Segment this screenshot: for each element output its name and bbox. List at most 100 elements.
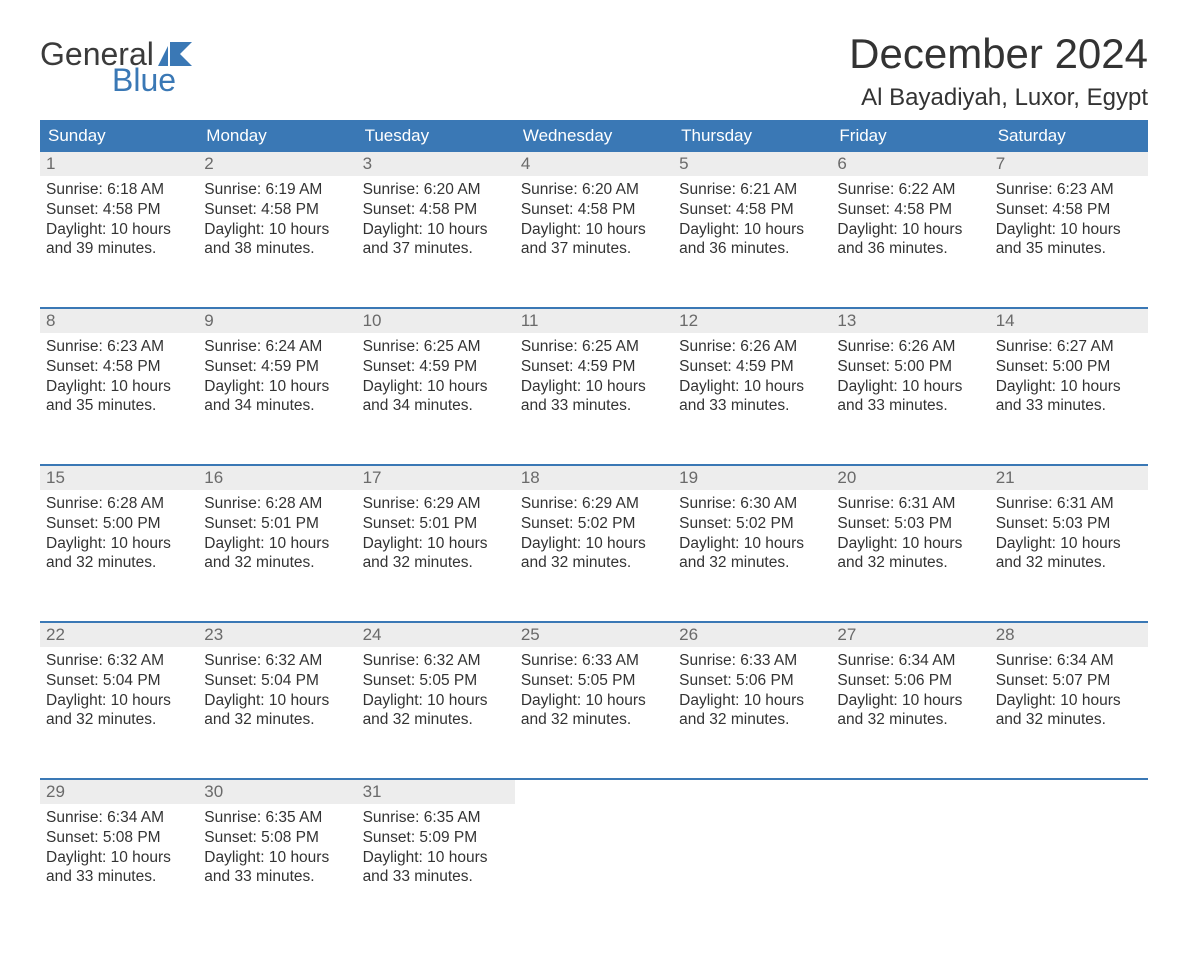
day-body-row: Sunrise: 6:18 AMSunset: 4:58 PMDaylight:… [40, 176, 1148, 308]
brand-logo: General Blue [40, 38, 192, 96]
sunset-line: Sunset: 4:58 PM [679, 200, 825, 220]
daylight-line: Daylight: 10 hours and 36 minutes. [679, 220, 825, 260]
sunrise-line: Sunrise: 6:25 AM [521, 337, 667, 357]
day-cell: Sunrise: 6:27 AMSunset: 5:00 PMDaylight:… [990, 333, 1148, 465]
day-body-row: Sunrise: 6:28 AMSunset: 5:00 PMDaylight:… [40, 490, 1148, 622]
day-details: Sunrise: 6:35 AMSunset: 5:09 PMDaylight:… [357, 804, 515, 903]
weekday-header: Monday [198, 120, 356, 152]
sunset-line: Sunset: 5:05 PM [521, 671, 667, 691]
daylight-line: Daylight: 10 hours and 32 minutes. [837, 534, 983, 574]
daylight-line: Daylight: 10 hours and 32 minutes. [46, 534, 192, 574]
daylight-line: Daylight: 10 hours and 34 minutes. [204, 377, 350, 417]
day-cell: Sunrise: 6:28 AMSunset: 5:00 PMDaylight:… [40, 490, 198, 622]
sunrise-line: Sunrise: 6:34 AM [46, 808, 192, 828]
sunrise-line: Sunrise: 6:18 AM [46, 180, 192, 200]
day-details: Sunrise: 6:27 AMSunset: 5:00 PMDaylight:… [990, 333, 1148, 432]
page-title: December 2024 [849, 30, 1148, 78]
day-number: 1 [40, 152, 198, 176]
empty-cell [990, 779, 1148, 804]
sunrise-line: Sunrise: 6:33 AM [521, 651, 667, 671]
day-details: Sunrise: 6:20 AMSunset: 4:58 PMDaylight:… [515, 176, 673, 275]
day-number: 25 [515, 622, 673, 647]
sunset-line: Sunset: 5:00 PM [837, 357, 983, 377]
day-details: Sunrise: 6:25 AMSunset: 4:59 PMDaylight:… [515, 333, 673, 432]
daylight-line: Daylight: 10 hours and 35 minutes. [996, 220, 1142, 260]
day-details: Sunrise: 6:28 AMSunset: 5:01 PMDaylight:… [198, 490, 356, 589]
daylight-line: Daylight: 10 hours and 33 minutes. [996, 377, 1142, 417]
sunrise-line: Sunrise: 6:32 AM [363, 651, 509, 671]
sunset-line: Sunset: 4:58 PM [837, 200, 983, 220]
day-body-row: Sunrise: 6:23 AMSunset: 4:58 PMDaylight:… [40, 333, 1148, 465]
sunrise-line: Sunrise: 6:27 AM [996, 337, 1142, 357]
sunset-line: Sunset: 4:58 PM [521, 200, 667, 220]
sunrise-line: Sunrise: 6:24 AM [204, 337, 350, 357]
day-cell: Sunrise: 6:32 AMSunset: 5:04 PMDaylight:… [40, 647, 198, 779]
day-number-row: 293031 [40, 779, 1148, 804]
sunset-line: Sunset: 4:58 PM [204, 200, 350, 220]
sunrise-line: Sunrise: 6:32 AM [204, 651, 350, 671]
calendar-table: Sunday Monday Tuesday Wednesday Thursday… [40, 120, 1148, 936]
sunset-line: Sunset: 5:03 PM [996, 514, 1142, 534]
sunset-line: Sunset: 5:02 PM [679, 514, 825, 534]
day-cell: Sunrise: 6:20 AMSunset: 4:58 PMDaylight:… [357, 176, 515, 308]
daylight-line: Daylight: 10 hours and 37 minutes. [363, 220, 509, 260]
day-cell: Sunrise: 6:26 AMSunset: 4:59 PMDaylight:… [673, 333, 831, 465]
day-details: Sunrise: 6:34 AMSunset: 5:07 PMDaylight:… [990, 647, 1148, 746]
daylight-line: Daylight: 10 hours and 38 minutes. [204, 220, 350, 260]
day-number: 3 [357, 152, 515, 176]
day-number-row: 1234567 [40, 152, 1148, 176]
sunrise-line: Sunrise: 6:31 AM [837, 494, 983, 514]
empty-cell [673, 779, 831, 804]
day-cell: Sunrise: 6:29 AMSunset: 5:02 PMDaylight:… [515, 490, 673, 622]
day-cell: Sunrise: 6:33 AMSunset: 5:06 PMDaylight:… [673, 647, 831, 779]
sunrise-line: Sunrise: 6:25 AM [363, 337, 509, 357]
day-details: Sunrise: 6:26 AMSunset: 5:00 PMDaylight:… [831, 333, 989, 432]
day-number: 11 [515, 308, 673, 333]
sunrise-line: Sunrise: 6:32 AM [46, 651, 192, 671]
day-details: Sunrise: 6:35 AMSunset: 5:08 PMDaylight:… [198, 804, 356, 903]
sunrise-line: Sunrise: 6:23 AM [46, 337, 192, 357]
sunrise-line: Sunrise: 6:19 AM [204, 180, 350, 200]
day-number: 28 [990, 622, 1148, 647]
day-details: Sunrise: 6:34 AMSunset: 5:06 PMDaylight:… [831, 647, 989, 746]
empty-cell [515, 779, 673, 804]
sunset-line: Sunset: 4:59 PM [521, 357, 667, 377]
day-number: 26 [673, 622, 831, 647]
day-number: 14 [990, 308, 1148, 333]
sunrise-line: Sunrise: 6:30 AM [679, 494, 825, 514]
day-cell: Sunrise: 6:34 AMSunset: 5:06 PMDaylight:… [831, 647, 989, 779]
daylight-line: Daylight: 10 hours and 32 minutes. [363, 691, 509, 731]
day-cell: Sunrise: 6:22 AMSunset: 4:58 PMDaylight:… [831, 176, 989, 308]
day-cell: Sunrise: 6:23 AMSunset: 4:58 PMDaylight:… [40, 333, 198, 465]
day-details: Sunrise: 6:31 AMSunset: 5:03 PMDaylight:… [990, 490, 1148, 589]
daylight-line: Daylight: 10 hours and 36 minutes. [837, 220, 983, 260]
day-number: 10 [357, 308, 515, 333]
daylight-line: Daylight: 10 hours and 32 minutes. [521, 691, 667, 731]
day-details: Sunrise: 6:33 AMSunset: 5:05 PMDaylight:… [515, 647, 673, 746]
day-number: 7 [990, 152, 1148, 176]
day-number: 4 [515, 152, 673, 176]
day-cell: Sunrise: 6:24 AMSunset: 4:59 PMDaylight:… [198, 333, 356, 465]
day-number: 19 [673, 465, 831, 490]
day-number: 22 [40, 622, 198, 647]
day-details: Sunrise: 6:28 AMSunset: 5:00 PMDaylight:… [40, 490, 198, 589]
daylight-line: Daylight: 10 hours and 32 minutes. [363, 534, 509, 574]
day-details: Sunrise: 6:20 AMSunset: 4:58 PMDaylight:… [357, 176, 515, 275]
day-cell: Sunrise: 6:25 AMSunset: 4:59 PMDaylight:… [515, 333, 673, 465]
sunrise-line: Sunrise: 6:20 AM [363, 180, 509, 200]
sunrise-line: Sunrise: 6:34 AM [996, 651, 1142, 671]
sunrise-line: Sunrise: 6:28 AM [46, 494, 192, 514]
day-number: 16 [198, 465, 356, 490]
daylight-line: Daylight: 10 hours and 32 minutes. [679, 691, 825, 731]
day-cell: Sunrise: 6:30 AMSunset: 5:02 PMDaylight:… [673, 490, 831, 622]
day-cell: Sunrise: 6:20 AMSunset: 4:58 PMDaylight:… [515, 176, 673, 308]
day-details: Sunrise: 6:18 AMSunset: 4:58 PMDaylight:… [40, 176, 198, 275]
daylight-line: Daylight: 10 hours and 33 minutes. [204, 848, 350, 888]
day-number: 23 [198, 622, 356, 647]
sunrise-line: Sunrise: 6:33 AM [679, 651, 825, 671]
sunset-line: Sunset: 5:02 PM [521, 514, 667, 534]
daylight-line: Daylight: 10 hours and 33 minutes. [46, 848, 192, 888]
day-cell: Sunrise: 6:29 AMSunset: 5:01 PMDaylight:… [357, 490, 515, 622]
day-cell: Sunrise: 6:31 AMSunset: 5:03 PMDaylight:… [831, 490, 989, 622]
sunset-line: Sunset: 5:06 PM [679, 671, 825, 691]
